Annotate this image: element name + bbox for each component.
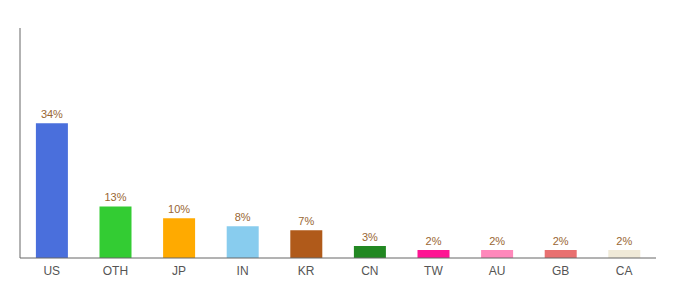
svg-text:8%: 8% (235, 211, 251, 223)
svg-text:2%: 2% (553, 235, 569, 247)
svg-text:3%: 3% (362, 231, 378, 243)
svg-text:13%: 13% (104, 191, 126, 203)
svg-text:JP: JP (172, 264, 186, 278)
svg-text:2%: 2% (616, 235, 632, 247)
svg-text:2%: 2% (489, 235, 505, 247)
svg-text:GB: GB (552, 264, 569, 278)
svg-text:AU: AU (489, 264, 506, 278)
svg-text:10%: 10% (168, 203, 190, 215)
svg-text:34%: 34% (41, 108, 63, 120)
svg-text:2%: 2% (426, 235, 442, 247)
svg-text:KR: KR (298, 264, 315, 278)
svg-text:CA: CA (616, 264, 633, 278)
svg-text:IN: IN (237, 264, 249, 278)
svg-text:US: US (43, 264, 60, 278)
svg-text:TW: TW (424, 264, 443, 278)
svg-text:7%: 7% (298, 215, 314, 227)
svg-text:CN: CN (361, 264, 378, 278)
svg-text:OTH: OTH (103, 264, 128, 278)
